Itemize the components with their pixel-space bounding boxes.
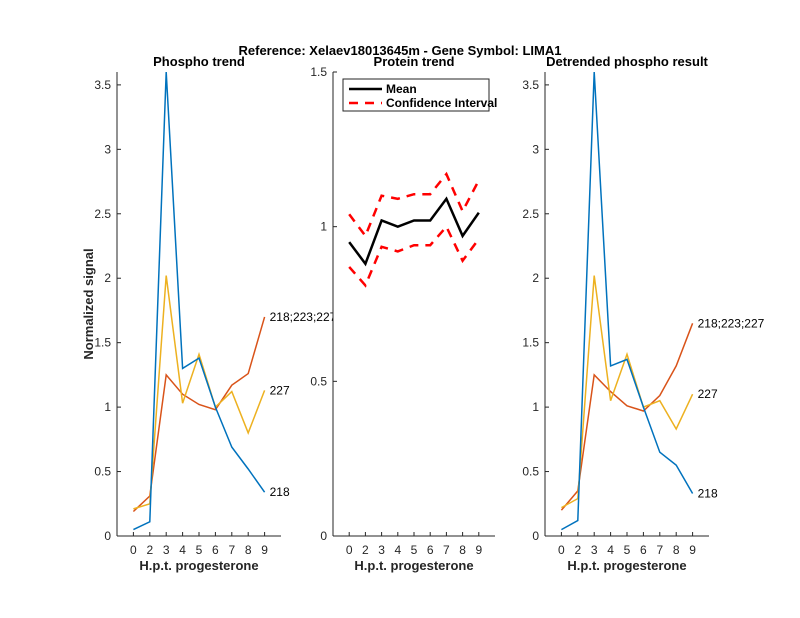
- x-tick-label: 9: [689, 543, 696, 557]
- y-tick-label: 0: [320, 529, 327, 543]
- series-line-218: [133, 71, 266, 531]
- series-line-218: [561, 71, 694, 531]
- x-tick-label: 9: [261, 543, 268, 557]
- y-tick-label: 0: [104, 529, 111, 543]
- legend-box: [342, 78, 490, 112]
- x-tick-label: 6: [427, 543, 434, 557]
- y-tick-label: 3: [532, 142, 539, 156]
- x-tick-label: 3: [163, 543, 170, 557]
- y-tick-label: 1: [104, 400, 111, 414]
- x-tick-label: 4: [179, 543, 186, 557]
- legend-label: Confidence Interval: [386, 96, 497, 110]
- y-tick-label: 2: [104, 271, 111, 285]
- x-tick-label: 2: [362, 543, 369, 557]
- series-line-confidence-interval-lower: [348, 224, 480, 288]
- y-tick-label: 3.5: [94, 78, 111, 92]
- x-tick-label: 7: [443, 543, 450, 557]
- figure-title: Reference: Xelaev18013645m - Gene Symbol…: [239, 43, 562, 58]
- x-tick-label: 6: [212, 543, 219, 557]
- x-tick-label: 8: [673, 543, 680, 557]
- series-line-218-223-227: [132, 316, 266, 513]
- y-tick-label: 1.5: [94, 336, 111, 350]
- legend-label: Mean: [386, 82, 417, 96]
- x-tick-label: 5: [624, 543, 631, 557]
- y-tick-label: 0.5: [94, 465, 111, 479]
- y-tick-label: 1.5: [522, 336, 539, 350]
- y-tick-label: 0.5: [522, 465, 539, 479]
- series-end-label: 218;223;227: [270, 310, 337, 324]
- x-axis-label: H.p.t. progesterone: [139, 558, 258, 573]
- y-tick-label: 1.5: [310, 65, 327, 79]
- series-line-218-223-227: [560, 323, 694, 511]
- series-end-label: 227: [698, 387, 718, 401]
- x-tick-label: 2: [574, 543, 581, 557]
- x-tick-label: 2: [146, 543, 153, 557]
- x-tick-label: 3: [378, 543, 385, 557]
- y-tick-label: 2.5: [522, 207, 539, 221]
- series-line-227: [561, 275, 694, 509]
- series-end-label: 218: [698, 486, 718, 500]
- x-tick-label: 0: [130, 543, 137, 557]
- panel-title: Detrended phospho result: [546, 54, 708, 69]
- y-tick-label: 2: [532, 271, 539, 285]
- x-tick-label: 0: [558, 543, 565, 557]
- x-tick-label: 7: [228, 543, 235, 557]
- series-end-label: 218;223;227: [698, 316, 765, 330]
- x-tick-label: 8: [459, 543, 466, 557]
- y-tick-label: 2.5: [94, 207, 111, 221]
- x-tick-label: 8: [245, 543, 252, 557]
- x-tick-label: 0: [346, 543, 353, 557]
- x-axis-label: H.p.t. progesterone: [567, 558, 686, 573]
- series-end-label: 227: [270, 383, 290, 397]
- x-tick-label: 4: [394, 543, 401, 557]
- series-line-confidence-interval-upper: [348, 171, 480, 239]
- axes-background: [117, 72, 281, 536]
- x-tick-label: 3: [591, 543, 598, 557]
- y-tick-label: 3.5: [522, 78, 539, 92]
- y-tick-label: 0: [532, 529, 539, 543]
- x-tick-label: 7: [656, 543, 663, 557]
- y-tick-label: 1: [532, 400, 539, 414]
- x-axis-label: H.p.t. progesterone: [354, 558, 473, 573]
- series-end-label: 218: [270, 485, 290, 499]
- y-tick-label: 0.5: [310, 374, 327, 388]
- x-tick-label: 9: [475, 543, 482, 557]
- series-line-mean: [348, 196, 480, 267]
- axes-background: [545, 72, 709, 536]
- x-tick-label: 5: [411, 543, 418, 557]
- panel-title: Phospho trend: [153, 54, 245, 69]
- y-tick-label: 3: [104, 142, 111, 156]
- axes-background: [333, 72, 495, 536]
- y-tick-label: 1: [320, 220, 327, 234]
- x-tick-label: 4: [607, 543, 614, 557]
- series-line-227: [133, 275, 266, 510]
- y-axis-label: Normalized signal: [81, 248, 96, 359]
- panel-title: Protein trend: [374, 54, 455, 69]
- x-tick-label: 5: [196, 543, 203, 557]
- x-tick-label: 6: [640, 543, 647, 557]
- panel-detrended-phospho-result: Detrended phospho result 0 0.5 1 1.5 2 2.5 3 3.5…: [522, 54, 764, 573]
